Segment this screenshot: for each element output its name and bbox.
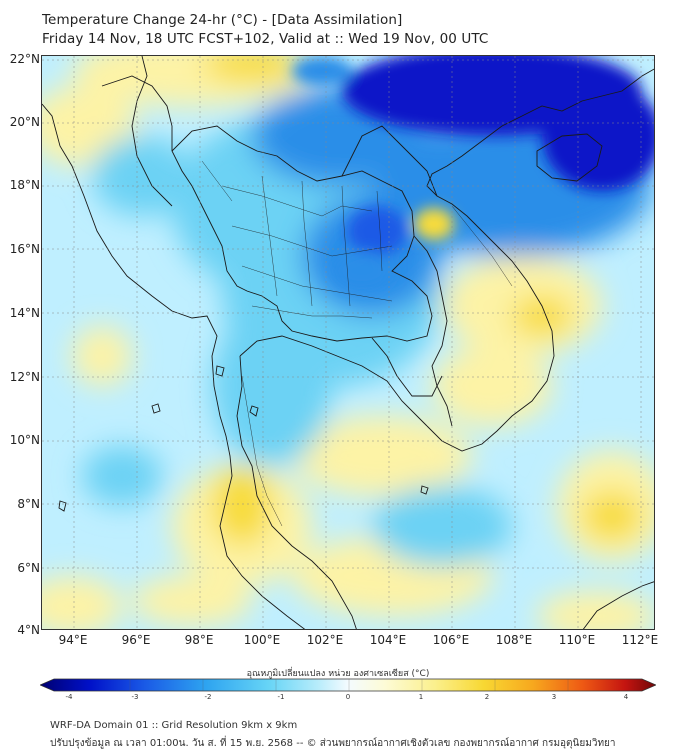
lon-label: 110°E bbox=[558, 633, 596, 647]
colorbar-tick: -1 bbox=[277, 693, 285, 701]
colorbar-tick: -3 bbox=[131, 693, 139, 701]
colorbar-tick: -2 bbox=[204, 693, 212, 701]
colorbar-tick: -4 bbox=[65, 693, 73, 701]
colorbar-tick: 0 bbox=[345, 693, 351, 701]
colorbar-tick: 2 bbox=[484, 693, 490, 701]
lon-label: 94°E bbox=[58, 633, 88, 647]
lat-label: 12°N bbox=[9, 370, 40, 384]
lat-label: 10°N bbox=[9, 433, 40, 447]
colorbar-tick: 1 bbox=[418, 693, 424, 701]
footer-model-info: WRF-DA Domain 01 :: Grid Resolution 9km … bbox=[50, 720, 298, 731]
lat-label: 14°N bbox=[9, 306, 40, 320]
lat-label: 6°N bbox=[17, 561, 40, 575]
lat-label: 16°N bbox=[9, 242, 40, 256]
province-lines bbox=[201, 160, 513, 527]
lon-label: 96°E bbox=[121, 633, 151, 647]
lon-label: 98°E bbox=[184, 633, 214, 647]
lon-label: 104°E bbox=[369, 633, 407, 647]
colorbar-tick: 3 bbox=[551, 693, 557, 701]
lat-label: 22°N bbox=[9, 52, 40, 66]
colorbar bbox=[40, 678, 656, 692]
map-title: Temperature Change 24-hr (°C) - [Data As… bbox=[42, 12, 403, 28]
map-subtitle: Friday 14 Nov, 18 UTC FCST+102, Valid at… bbox=[42, 31, 489, 47]
lat-lon-grid bbox=[42, 56, 654, 629]
colorbar-tick: 4 bbox=[623, 693, 629, 701]
colorbar-title: อุณหภูมิเปลี่ยนแปลง หน่วย องศาเซลเซียส (… bbox=[246, 669, 430, 679]
footer-credit: ปรับปรุงข้อมูล ณ เวลา 01:00น. วัน ส. ที่… bbox=[50, 738, 616, 749]
coastlines-borders bbox=[42, 56, 654, 629]
lon-label: 102°E bbox=[306, 633, 344, 647]
lat-label: 8°N bbox=[17, 497, 40, 511]
lon-label: 106°E bbox=[432, 633, 470, 647]
lon-label: 100°E bbox=[243, 633, 281, 647]
lat-label: 4°N bbox=[17, 623, 40, 637]
temperature-change-map bbox=[42, 56, 654, 629]
lon-label: 108°E bbox=[495, 633, 533, 647]
map-panel bbox=[41, 55, 655, 630]
lat-label: 18°N bbox=[9, 178, 40, 192]
lat-label: 20°N bbox=[9, 115, 40, 129]
lon-label: 112°E bbox=[621, 633, 659, 647]
temperature-field bbox=[42, 56, 654, 629]
